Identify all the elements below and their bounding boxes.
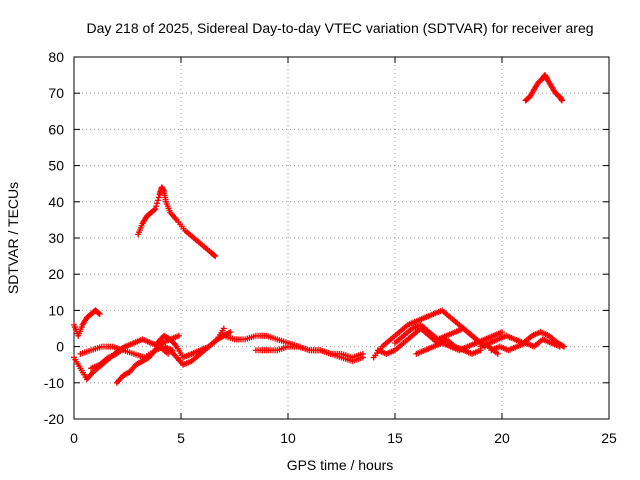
- data-point: [151, 206, 158, 213]
- data-point: [95, 310, 102, 317]
- data-layer: [71, 72, 568, 386]
- y-tick-label: -10: [44, 375, 64, 391]
- x-tick-label: 20: [494, 430, 510, 446]
- series-arc-1: [71, 307, 103, 339]
- y-tick-label: 0: [56, 339, 64, 355]
- series-arc-5: [113, 332, 182, 386]
- data-point: [155, 194, 162, 201]
- x-tick-label: 5: [177, 430, 185, 446]
- y-tick-label: 20: [48, 266, 64, 282]
- data-point: [558, 97, 565, 104]
- series-arc-7: [167, 325, 227, 368]
- x-tick-label: 0: [70, 430, 78, 446]
- data-point: [225, 329, 232, 336]
- y-tick-label: -20: [44, 411, 64, 427]
- data-point: [494, 350, 501, 357]
- series-arc-4: [88, 336, 172, 372]
- y-tick-label: 10: [48, 302, 64, 318]
- x-axis-label: GPS time / hours: [287, 457, 394, 473]
- data-point: [175, 332, 182, 339]
- x-tick-label: 25: [601, 430, 617, 446]
- series-arc-high-late: [522, 72, 565, 104]
- x-tick-label: 15: [387, 430, 403, 446]
- y-tick-label: 30: [48, 230, 64, 246]
- y-tick-label: 40: [48, 194, 64, 210]
- data-point: [359, 354, 366, 361]
- y-tick-label: 50: [48, 158, 64, 174]
- data-point: [96, 311, 103, 318]
- data-point: [154, 200, 161, 207]
- data-point: [499, 329, 505, 336]
- x-tick-label: 10: [280, 430, 296, 446]
- data-point: [211, 252, 218, 259]
- data-point: [227, 329, 234, 336]
- tick-layer: 0 5 10 15 20 25 -20 -10 0 10 20 30 40 50 60 70 80: [44, 49, 617, 446]
- data-point: [212, 253, 219, 260]
- data-point: [165, 350, 172, 357]
- series-arc-high-morning: [135, 184, 219, 260]
- y-tick-label: 60: [48, 121, 64, 137]
- y-tick-label: 80: [48, 49, 64, 65]
- series-arc-13: [413, 329, 505, 357]
- data-point: [152, 206, 159, 213]
- y-axis-label: SDTVAR / TECUs: [5, 182, 21, 294]
- series-arc-15: [488, 336, 563, 354]
- grid-layer: [74, 57, 609, 419]
- data-point: [154, 197, 161, 204]
- y-tick-label: 70: [48, 85, 64, 101]
- data-point: [220, 325, 227, 332]
- data-point: [153, 203, 160, 210]
- series-arc-9: [252, 343, 366, 365]
- data-point: [556, 343, 563, 350]
- chart-title: Day 218 of 2025, Sidereal Day-to-day VTE…: [86, 20, 593, 36]
